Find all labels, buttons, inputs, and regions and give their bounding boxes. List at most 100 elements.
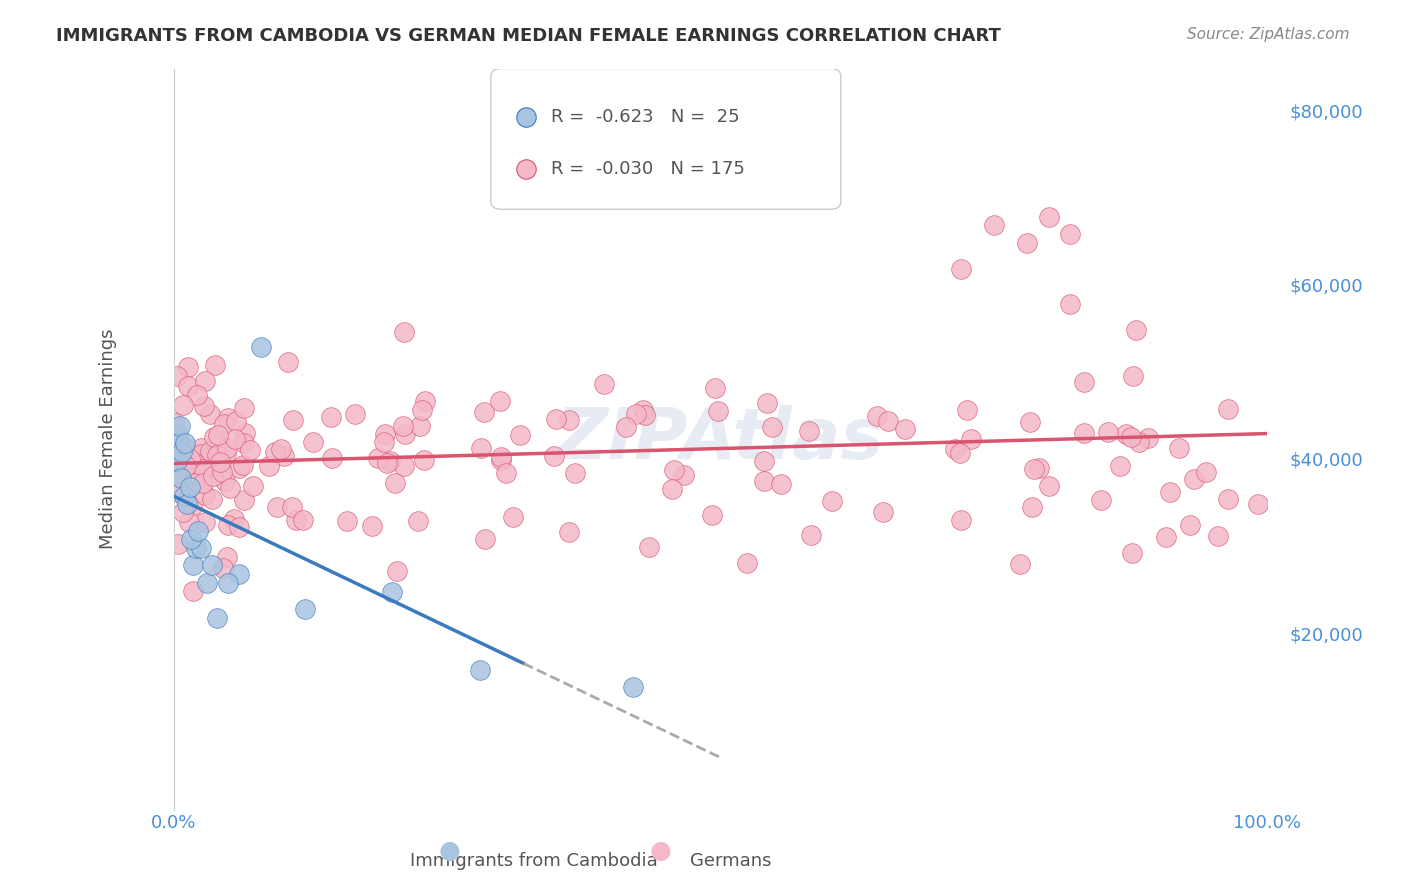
Point	[378, 454, 401, 468]
Point	[270, 442, 292, 456]
FancyBboxPatch shape	[491, 69, 841, 210]
Point	[209, 455, 232, 469]
Point	[707, 403, 730, 417]
Text: ●: ●	[650, 838, 672, 863]
Point	[631, 403, 654, 417]
Point	[472, 405, 495, 419]
Point	[214, 417, 236, 432]
Point	[661, 482, 683, 496]
Point	[1115, 426, 1137, 441]
Point	[411, 402, 433, 417]
Point	[217, 410, 239, 425]
Point	[1119, 430, 1142, 444]
Point	[201, 469, 224, 483]
Point	[413, 394, 436, 409]
Text: $40,000: $40,000	[1289, 452, 1362, 470]
Point	[218, 481, 240, 495]
Point	[163, 416, 186, 430]
Point	[170, 486, 193, 500]
Point	[321, 450, 343, 465]
Point	[361, 519, 384, 533]
Point	[214, 446, 236, 460]
Point	[662, 463, 685, 477]
Point	[232, 458, 254, 473]
Point	[1159, 484, 1181, 499]
Point	[950, 513, 973, 527]
Point	[214, 475, 236, 489]
Point	[1206, 529, 1229, 543]
Point	[634, 409, 657, 423]
Point	[381, 584, 404, 599]
Point	[193, 516, 215, 530]
Point	[174, 458, 197, 473]
Point	[211, 465, 233, 479]
Point	[193, 461, 215, 475]
Point	[294, 602, 316, 616]
Text: Germans: Germans	[690, 852, 772, 870]
Point	[1154, 530, 1177, 544]
Point	[558, 524, 581, 539]
Point	[194, 374, 217, 388]
Point	[167, 436, 190, 450]
Point	[224, 433, 246, 447]
Point	[183, 558, 205, 573]
Point	[207, 428, 229, 442]
Point	[1128, 434, 1150, 449]
Text: ●: ●	[439, 838, 461, 863]
Point	[228, 567, 250, 582]
Point	[266, 500, 288, 515]
Point	[225, 414, 247, 428]
Point	[797, 424, 820, 438]
Point	[201, 558, 224, 573]
Point	[277, 355, 299, 369]
Point	[217, 575, 239, 590]
Point	[204, 455, 226, 469]
Point	[755, 395, 778, 409]
Point	[207, 611, 229, 625]
Point	[1109, 458, 1132, 473]
Text: ZIPAtlas: ZIPAtlas	[557, 405, 884, 474]
Text: Source: ZipAtlas.com: Source: ZipAtlas.com	[1187, 27, 1350, 42]
Text: $60,000: $60,000	[1289, 277, 1362, 295]
Point	[672, 467, 695, 482]
Point	[384, 476, 406, 491]
Point	[201, 491, 224, 506]
Point	[186, 387, 208, 401]
Point	[1021, 500, 1043, 515]
Point	[564, 466, 586, 480]
Point	[394, 459, 416, 474]
Point	[176, 497, 198, 511]
Point	[468, 663, 491, 677]
Point	[1122, 369, 1144, 384]
Point	[770, 476, 793, 491]
Point	[621, 681, 644, 695]
Point	[1038, 210, 1060, 224]
Point	[169, 444, 191, 458]
Point	[233, 435, 256, 450]
Point	[1018, 415, 1040, 429]
Point	[198, 443, 221, 458]
Point	[187, 524, 209, 538]
Point	[470, 441, 492, 455]
Point	[167, 536, 190, 550]
Point	[592, 377, 614, 392]
Point	[200, 450, 222, 464]
Point	[180, 533, 202, 547]
Point	[233, 425, 256, 440]
Point	[193, 476, 215, 491]
Point	[205, 448, 228, 462]
Point	[1059, 227, 1081, 242]
Point	[761, 420, 783, 434]
Point	[1216, 401, 1239, 416]
Point	[291, 513, 314, 527]
Point	[263, 445, 285, 459]
Point	[558, 413, 581, 427]
Point	[250, 341, 273, 355]
Point	[391, 418, 413, 433]
Point	[546, 412, 568, 426]
Point	[172, 445, 194, 459]
Point	[392, 325, 415, 339]
Text: R =  -0.623   N =  25: R = -0.623 N = 25	[551, 108, 740, 126]
Point	[232, 493, 254, 508]
Point	[1073, 376, 1095, 390]
